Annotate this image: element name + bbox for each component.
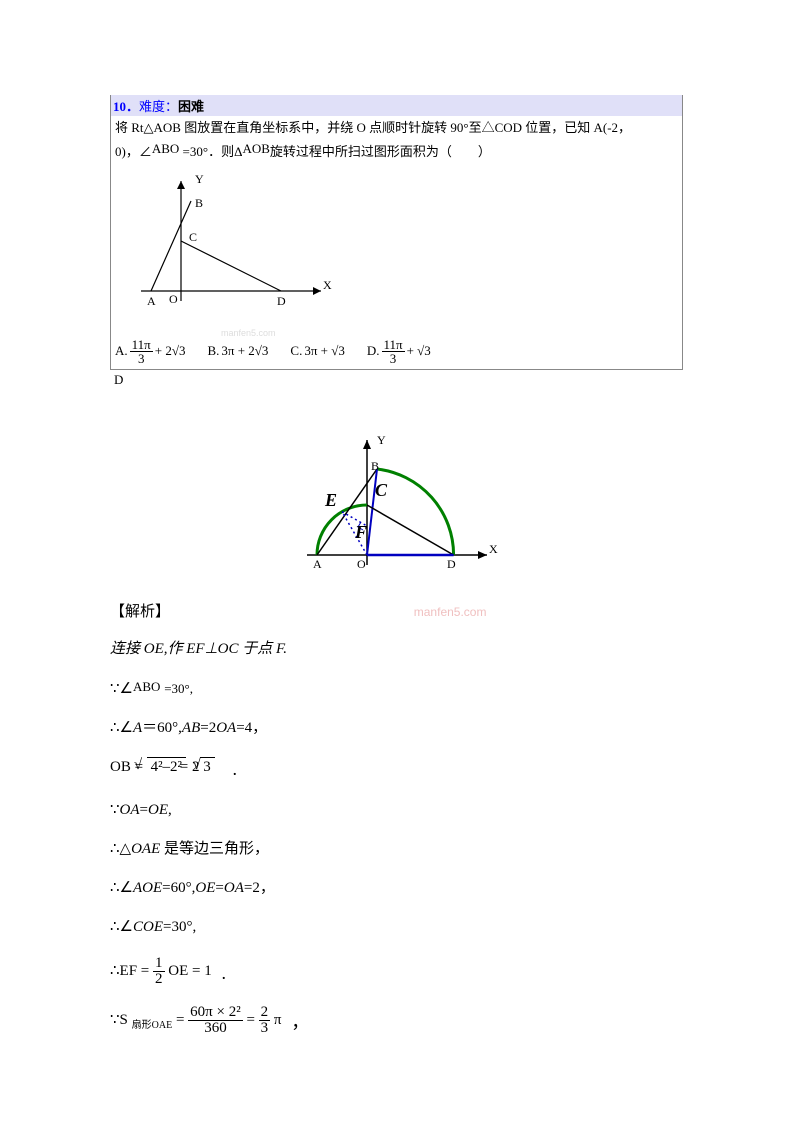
fig1-label-c: C — [189, 230, 197, 244]
question-aob: AOB — [242, 141, 269, 156]
soln-s5: ∵OA=OE, — [110, 802, 172, 818]
fig2-label-y: Y — [377, 433, 386, 447]
watermark-1: manfen5.com — [221, 328, 682, 338]
soln-s2-abo: ABO — [133, 679, 160, 694]
option-a-plus: + 2√3 — [155, 343, 186, 359]
option-a: A. 11π 3 + 2√3 — [115, 338, 185, 365]
fig1-label-o: O — [169, 292, 178, 306]
option-b: B. 3π + 2√3 — [207, 343, 268, 359]
question-line2c: 旋转过程中所扫过图形面积为（ ） — [270, 144, 491, 159]
solution-label: 【解析】 manfen5.com — [110, 600, 683, 621]
soln-s4: OB = 4²–2² √ = 2 3 √ . — [110, 757, 683, 782]
soln-s8: ∴∠COE=30°, — [110, 919, 196, 935]
option-d-frac: 11π 3 — [382, 338, 405, 365]
question-abo: ABO — [152, 141, 179, 156]
fig1-label-x: X — [323, 278, 332, 292]
option-a-label: A. — [115, 343, 128, 359]
solution-body: 连接 OE,作 EF⊥OC 于点 F. ∵∠ABO =30°, ∴∠A＝60°,… — [110, 639, 683, 1036]
question-number: 10． — [113, 99, 139, 114]
question-header: 10．难度：困难 — [111, 95, 682, 116]
difficulty-value: 困难 — [178, 99, 204, 114]
figure-question: Y B C O A D X — [121, 171, 341, 321]
soln-s1: 连接 OE,作 EF⊥OC 于点 F. — [110, 641, 287, 657]
fig2-label-x: X — [489, 542, 498, 556]
fig1-label-a: A — [147, 294, 156, 308]
question-line2b: =30°．则Δ — [183, 144, 243, 159]
soln-s6: ∴△OAE 是等边三角形， — [110, 841, 269, 857]
option-a-frac: 11π 3 — [130, 338, 153, 365]
fig2-label-a: A — [313, 557, 322, 571]
question-line1: 将 Rt△AOB 图放置在直角坐标系中，并绕 O 点顺时针旋转 90°至△COD… — [115, 120, 631, 135]
fig2-label-e: E — [324, 490, 337, 510]
fig1-label-y: Y — [195, 172, 204, 186]
fig2-label-c: C — [375, 480, 388, 500]
fig1-label-d: D — [277, 294, 286, 308]
option-d: D. 11π 3 + √3 — [367, 338, 431, 365]
answer-options: A. 11π 3 + 2√3 B. 3π + 2√3 C. 3π + √3 D.… — [111, 338, 682, 365]
fig1-label-b: B — [195, 196, 203, 210]
fig2-label-f: F — [354, 522, 367, 542]
option-b-expr: 3π + 2√3 — [221, 343, 268, 359]
correct-answer: D — [110, 370, 683, 390]
soln-s2a: ∵∠ — [110, 681, 133, 697]
soln-s10: ∵S 扇形OAE = 60π × 2²360 = 23 π ， — [110, 1005, 683, 1036]
soln-s3: ∴∠A＝60°,AB=2OA=4， — [110, 720, 267, 736]
fig2-label-d: D — [447, 557, 456, 571]
option-c-expr: 3π + √3 — [304, 343, 345, 359]
option-c: C. 3π + √3 — [290, 343, 344, 359]
option-d-label: D. — [367, 343, 380, 359]
watermark-2: manfen5.com — [414, 605, 487, 619]
soln-s7: ∴∠AOE=60°,OE=OA=2， — [110, 880, 275, 896]
question-line2a: 0)，∠ — [115, 144, 152, 159]
question-box: 10．难度：困难 将 Rt△AOB 图放置在直角坐标系中，并绕 O 点顺时针旋转… — [110, 95, 683, 370]
solution-label-text: 【解析】 — [110, 604, 170, 620]
fig2-label-b: B — [371, 459, 379, 473]
fig2-label-o: O — [357, 557, 366, 571]
soln-s2b: =30°, — [164, 681, 193, 696]
difficulty-label: 难度： — [139, 99, 178, 114]
figure-solution: Y B C E F O A D X — [287, 430, 507, 580]
question-text: 将 Rt△AOB 图放置在直角坐标系中，并绕 O 点顺时针旋转 90°至△COD… — [111, 116, 682, 165]
option-c-label: C. — [290, 343, 302, 359]
option-d-plus: + √3 — [407, 343, 431, 359]
soln-s9: ∴EF = 12 OE = 1 . — [110, 956, 683, 987]
option-b-label: B. — [207, 343, 219, 359]
